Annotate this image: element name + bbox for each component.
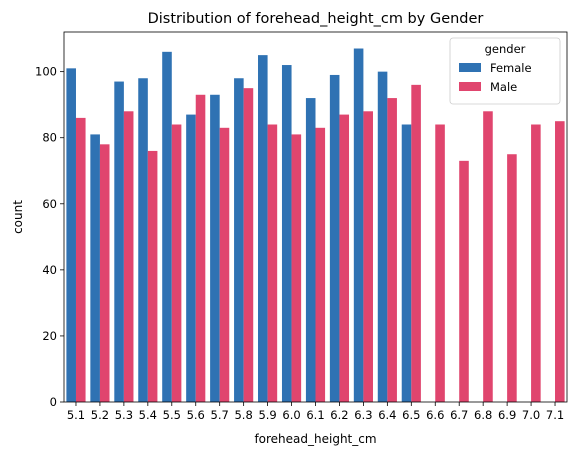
bar-female-6.3 [353,48,364,403]
y-tick-label: 0 [50,395,57,409]
x-tick-label: 6.0 [282,408,300,422]
bar-male-5.4 [147,150,158,402]
x-axis-label: forehead_height_cm [254,432,376,446]
bar-male-7.1 [555,121,565,402]
y-tick-label: 20 [42,329,57,343]
bar-female-5.8 [234,78,244,402]
bar-female-6.1 [305,98,316,402]
bar-female-6.0 [281,65,292,402]
x-tick-label: 5.5 [163,408,181,422]
bar-female-5.6 [186,114,196,402]
x-tick-label: 7.1 [546,408,564,422]
bar-male-5.7 [219,127,230,403]
bar-female-6.4 [377,71,388,402]
bar-male-6.5 [411,84,421,403]
x-tick-label: 5.9 [258,408,276,422]
plot-area: 0 20 40 60 80 100 5.1 5.2 5.3 5.4 5.5 5.6 5.7 5.8 5.9 6… [35,31,568,422]
bar-male-6.1 [315,127,326,403]
y-axis-label: count [11,200,25,234]
x-tick-label: 5.2 [91,408,109,422]
bar-male-5.1 [75,117,86,402]
bar-male-6.0 [291,134,302,402]
bar-male-5.3 [123,111,134,402]
bar-male-6.2 [339,114,350,402]
x-tick-label: 6.3 [354,408,372,422]
x-tick-label: 7.0 [522,408,540,422]
bar-male-6.4 [387,98,397,402]
legend-label-female: Female [490,61,532,75]
bar-female-5.4 [138,78,148,402]
chart-title: Distribution of forehead_height_cm by Ge… [148,11,484,27]
x-tick-label: 6.6 [426,408,444,422]
bar-female-5.5 [162,51,172,402]
bar-female-5.2 [90,134,100,402]
y-tick-label: 40 [42,263,57,277]
legend-label-male: Male [490,80,517,94]
x-tick-label: 6.7 [450,408,468,422]
x-tick-label: 5.3 [115,408,133,422]
x-tick-label: 6.2 [330,408,348,422]
bar-male-5.2 [99,144,110,402]
bar-male-6.9 [507,154,517,402]
bar-male-6.8 [483,111,493,402]
bar-male-5.5 [171,124,182,402]
bar-female-6.2 [329,74,340,402]
bar-female-5.7 [210,94,220,403]
bar-female-5.9 [258,55,268,403]
bar-male-5.8 [243,88,254,402]
y-tick-label: 60 [42,197,57,211]
y-tick-label: 100 [35,65,57,79]
x-tick-label: 6.9 [498,408,516,422]
bar-male-6.3 [363,111,373,402]
bar-male-6.7 [459,160,469,402]
legend-swatch-male [459,82,481,91]
bar-male-5.6 [195,94,206,403]
bar-male-5.9 [267,124,278,402]
legend-swatch-female [459,63,481,72]
x-tick-label: 5.1 [67,408,85,422]
legend: gender Female Male [449,37,561,105]
bar-female-5.1 [66,68,76,402]
bar-female-6.5 [401,124,412,402]
x-tick-label: 5.4 [139,408,157,422]
bar-male-7.0 [531,124,541,402]
x-tick-label: 6.4 [378,408,396,422]
x-tick-label: 5.8 [234,408,252,422]
x-tick-label: 6.5 [402,408,420,422]
x-tick-label: 5.7 [211,408,229,422]
y-tick-label: 80 [42,131,57,145]
x-tick-label: 5.6 [187,408,205,422]
legend-title: gender [485,42,526,56]
bar-female-5.3 [114,81,124,403]
bar-male-6.6 [435,124,445,402]
x-tick-label: 6.1 [306,408,324,422]
x-tick-label: 6.8 [474,408,492,422]
